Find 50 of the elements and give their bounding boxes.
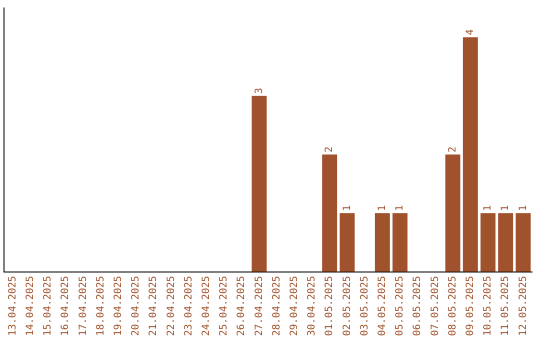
bar [374, 213, 390, 272]
data-label: 1 [518, 205, 529, 212]
x-tick-label: 27.04.2025 [254, 276, 265, 336]
data-label: 1 [376, 205, 388, 212]
bar [322, 154, 338, 272]
data-label: 2 [447, 146, 458, 153]
bar [498, 213, 514, 272]
x-tick-label: 26.04.2025 [236, 276, 248, 336]
bar [340, 213, 355, 272]
x-tick-label: 09.05.2025 [464, 276, 476, 336]
bar [252, 96, 267, 272]
x-tick-label: 19.04.2025 [112, 276, 124, 336]
bar [445, 154, 460, 272]
x-tick-label: 20.04.2025 [130, 276, 142, 336]
x-tick-label: 14.04.2025 [24, 276, 36, 336]
x-tick-label: 10.05.2025 [482, 276, 494, 336]
x-tick-label: 16.04.2025 [60, 276, 72, 336]
x-tick-label: 04.05.2025 [376, 276, 388, 336]
data-label: 1 [394, 205, 406, 212]
x-tick-label: 24.04.2025 [200, 276, 212, 336]
x-tick-label: 15.04.2025 [42, 276, 54, 336]
bar [462, 37, 478, 272]
x-tick-label: 22.04.2025 [166, 276, 177, 336]
x-tick-label: 07.05.2025 [430, 276, 441, 336]
data-label: 1 [342, 205, 353, 212]
x-tick-label: 17.04.2025 [78, 276, 89, 336]
x-tick-label: 01.05.2025 [324, 276, 336, 336]
x-tick-label: 08.05.2025 [447, 276, 458, 336]
x-tick-label: 05.05.2025 [394, 276, 406, 336]
data-label: 2 [324, 146, 336, 153]
x-tick-label: 25.04.2025 [218, 276, 230, 336]
bar [516, 213, 531, 272]
x-tick-label: 06.05.2025 [412, 276, 424, 336]
x-tick-label: 12.05.2025 [518, 276, 529, 336]
x-tick-label: 18.04.2025 [95, 276, 106, 336]
x-tick-label: 23.04.2025 [183, 276, 194, 336]
x-tick-label: 28.04.2025 [271, 276, 282, 336]
x-tick-label: 03.05.2025 [359, 276, 370, 336]
data-label: 1 [500, 205, 512, 212]
data-label: 3 [254, 88, 265, 94]
data-label: 4 [464, 29, 476, 36]
x-tick-label: 11.05.2025 [500, 276, 512, 336]
bar [392, 213, 408, 272]
bar [480, 213, 496, 272]
data-label: 1 [482, 205, 494, 212]
x-tick-label: 02.05.2025 [342, 276, 353, 336]
x-tick-label: 30.04.2025 [306, 276, 318, 336]
x-tick-label: 13.04.2025 [7, 276, 18, 336]
x-tick-label: 29.04.2025 [288, 276, 300, 336]
x-tick-label: 21.04.2025 [148, 276, 160, 336]
